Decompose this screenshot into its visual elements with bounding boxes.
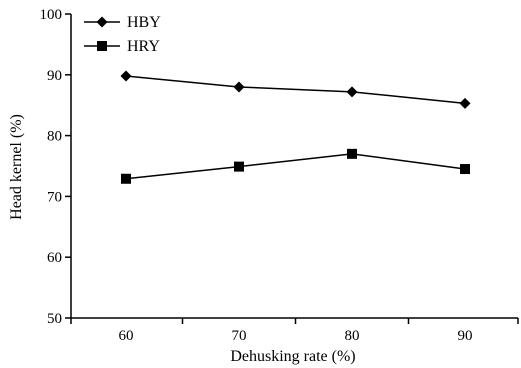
x-tick-label: 70 [232,328,247,344]
data-point-hry [234,161,244,172]
y-tick-label: 90 [47,68,62,84]
legend-marker-square [97,41,107,51]
legend-label: HRY [127,38,160,55]
legend-marker-diamond [96,16,108,28]
y-axis-ticks: 50 60 70 80 90 100 [40,7,71,327]
x-tick-label: 60 [119,328,134,344]
series-line-hry [125,153,466,180]
data-point-hby [233,81,245,93]
data-point-hry [347,148,357,159]
y-axis-label: Head kernel (%) [8,114,25,220]
legend-item-hby: HBY [84,14,161,31]
series-hry [121,148,470,184]
y-tick-label: 70 [47,189,62,205]
x-tick-label: 80 [345,328,360,344]
data-point-hry [460,164,470,175]
y-tick-label: 80 [47,129,62,145]
legend-label: HBY [127,14,161,31]
y-tick-label: 100 [40,7,63,23]
data-point-hry [121,173,131,184]
x-axis-label: Dehusking rate (%) [230,348,355,365]
series-hby [120,70,471,109]
series-line-hby [125,75,466,105]
data-point-hby [459,97,471,109]
data-point-hby [120,70,132,82]
x-axis-ticks: 60 70 80 90 [70,318,519,344]
data-point-hby [346,86,358,98]
x-tick-label: 90 [458,328,473,344]
series-layer [120,70,471,184]
legend: HBY HRY [84,14,161,55]
legend-item-hry: HRY [84,38,160,55]
y-tick-label: 50 [47,311,62,327]
y-tick-label: 60 [47,250,62,266]
